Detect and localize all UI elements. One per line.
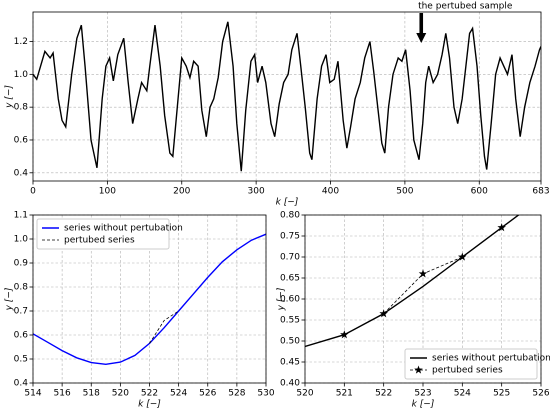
x-tick-label: 683 bbox=[532, 187, 549, 197]
x-tick-label: 520 bbox=[296, 389, 313, 399]
y-tick-label: 1.0 bbox=[14, 235, 29, 245]
y-tick-label: 1.0 bbox=[14, 70, 29, 80]
y-tick-label: 1.2 bbox=[14, 37, 28, 47]
star-marker bbox=[418, 269, 428, 278]
legend-box bbox=[404, 348, 538, 380]
series-line bbox=[149, 310, 179, 344]
x-tick-label: 528 bbox=[228, 389, 245, 399]
y-tick-label: 0.50 bbox=[280, 337, 300, 347]
series-line bbox=[33, 233, 266, 365]
star-marker bbox=[497, 223, 506, 232]
chart: 520 521 522 523 524 525 526 0.40 0.45 0.50 0.55 0.6… bbox=[277, 211, 550, 409]
x-tick-label: 200 bbox=[173, 187, 190, 197]
y-tick-label: 0.7 bbox=[14, 307, 28, 317]
chart: 514 516 518 520 522 524 526 528 530 0.4 0.5 0.6 0.7 0… bbox=[5, 211, 275, 409]
y-tick-label: 1.1 bbox=[14, 211, 28, 221]
legend-label: pertubed series bbox=[64, 236, 135, 246]
x-tick-label: 514 bbox=[24, 389, 41, 399]
star-marker bbox=[379, 309, 388, 318]
x-tick-label: 518 bbox=[83, 389, 100, 399]
y-axis-label: y [−] bbox=[5, 287, 15, 311]
x-tick-label: 524 bbox=[454, 389, 471, 399]
y-axis-label: y [−] bbox=[5, 85, 15, 109]
x-axis-label: k [−] bbox=[138, 400, 161, 409]
legend-label: pertubed series bbox=[432, 366, 503, 376]
x-tick-label: 530 bbox=[257, 389, 274, 399]
y-tick-label: 0.65 bbox=[280, 274, 300, 284]
x-tick-label: 300 bbox=[248, 187, 265, 197]
x-tick-label: 100 bbox=[99, 187, 116, 197]
axes-frame bbox=[304, 214, 542, 384]
x-tick-label: 0 bbox=[30, 187, 36, 197]
y-tick-label: 0.9 bbox=[14, 259, 29, 269]
x-tick-label: 522 bbox=[141, 389, 158, 399]
x-tick-label: 521 bbox=[336, 389, 353, 399]
annotation-text: the pertubed sample bbox=[418, 2, 513, 12]
x-tick-label: 526 bbox=[532, 389, 549, 399]
y-tick-label: 0.60 bbox=[280, 295, 300, 305]
y-tick-label: 0.4 bbox=[14, 379, 29, 389]
star-marker bbox=[340, 330, 349, 339]
y-tick-label: 0.4 bbox=[14, 168, 29, 178]
x-tick-label: 516 bbox=[54, 389, 71, 399]
y-tick-label: 0.6 bbox=[14, 135, 29, 145]
legend-label: series without pertubation bbox=[432, 354, 550, 364]
plot-area bbox=[305, 215, 520, 348]
legend: series without pertubation pertubed serie… bbox=[404, 348, 550, 380]
plot-area bbox=[33, 233, 266, 365]
x-tick-label: 523 bbox=[414, 389, 431, 399]
y-tick-label: 0.8 bbox=[14, 283, 29, 293]
chart: 0 100 200 300 400 500 600 683 0.4 0.6 0.8 1.0 1.2 k [… bbox=[5, 2, 550, 208]
y-tick-label: 0.55 bbox=[280, 316, 300, 326]
axes-frame bbox=[32, 11, 542, 182]
y-tick-label: 0.5 bbox=[14, 355, 28, 365]
x-tick-label: 400 bbox=[322, 187, 339, 197]
legend-label: series without pertubation bbox=[64, 224, 183, 234]
y-tick-label: 0.75 bbox=[280, 232, 300, 242]
x-tick-label: 525 bbox=[493, 389, 510, 399]
x-tick-label: 500 bbox=[396, 187, 413, 197]
x-tick-label: 600 bbox=[471, 187, 488, 197]
x-tick-label: 522 bbox=[375, 389, 392, 399]
x-tick-label: 524 bbox=[170, 389, 187, 399]
x-tick-label: 520 bbox=[112, 389, 129, 399]
star-marker bbox=[458, 252, 467, 261]
y-axis-label: y [−] bbox=[277, 287, 287, 311]
legend-marker bbox=[414, 365, 423, 374]
y-tick-label: 0.70 bbox=[280, 253, 300, 263]
x-axis-label: k [−] bbox=[412, 400, 435, 409]
y-tick-label: 0.80 bbox=[280, 211, 300, 221]
y-tick-label: 0.6 bbox=[14, 331, 29, 341]
legend-box bbox=[36, 218, 170, 250]
series-line bbox=[33, 21, 541, 172]
legend: series without pertubation pertubed serie… bbox=[36, 218, 183, 250]
axes-frame bbox=[32, 214, 267, 384]
x-axis-label: k [−] bbox=[276, 198, 299, 208]
x-tick-label: 526 bbox=[199, 389, 216, 399]
annotation-arrow bbox=[416, 13, 427, 43]
y-tick-label: 0.45 bbox=[280, 358, 300, 368]
y-tick-label: 0.8 bbox=[14, 103, 29, 113]
plot-area bbox=[33, 21, 541, 172]
y-tick-label: 0.40 bbox=[280, 379, 300, 389]
